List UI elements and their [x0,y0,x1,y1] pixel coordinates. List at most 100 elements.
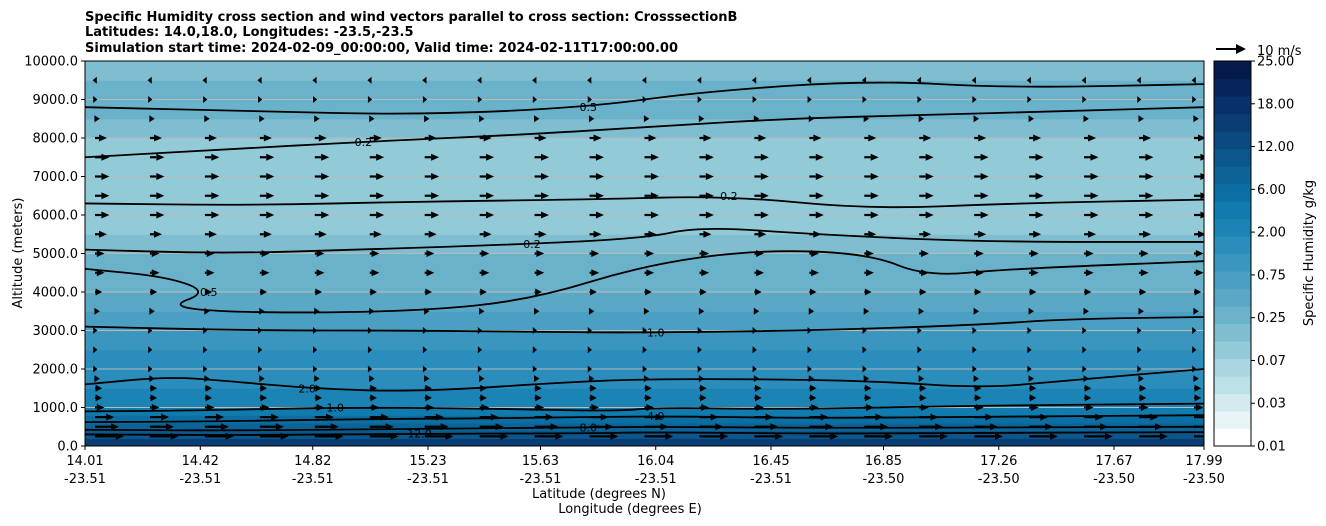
y-axis: 0.0 1000.0 2000.0 3000.0 4000.0 5000.0 6000.0 7… [24,55,85,455]
wind-vector [1139,250,1149,257]
wind-vector [95,211,110,219]
wind-vector [1084,192,1099,200]
wind-vector [204,307,210,315]
wind-vector [807,365,812,373]
wind-vector [1028,115,1034,123]
contour-label: 0.5 [580,101,598,114]
wind-vector [204,134,217,142]
wind-vector [864,230,877,238]
wind-vector [919,269,929,277]
wind-vector [1084,269,1094,277]
title-line-2: Latitudes: 14.0,18.0, Longitudes: -23.5,… [85,25,414,40]
wind-vector [477,96,483,103]
wind-vector [642,365,647,373]
wind-vector [1027,365,1032,373]
wind-vector [93,365,98,373]
wind-vector [642,76,647,84]
wind-vector [974,230,987,238]
y-tick-label: 0.0 [57,440,78,455]
wind-vector [259,384,268,392]
contours: 12.08.04.01.02.01.00.50.20.20.20.5 [85,81,1204,441]
wind-vector [643,307,650,315]
wind-vector [644,173,659,180]
wind-vector [1027,327,1032,334]
wind-vector [149,153,165,161]
wind-vector [972,96,977,103]
wind-vector [699,394,707,402]
wind-vector [974,404,984,411]
wind-vector [809,230,822,238]
wind-vector [919,173,934,180]
wind-vector [204,288,213,296]
wind-vector [589,288,597,296]
wind-vector [588,115,595,123]
wind-vector [479,423,504,431]
wind-vector [1029,211,1044,219]
wind-vector [424,173,440,180]
wind-vector [697,346,702,354]
wind-vector [532,365,537,373]
x-tick-label-lat: 14.42 [182,454,219,469]
wind-vector [1084,230,1097,238]
humidity-band [85,349,1204,370]
wind-vector [1026,76,1031,84]
wind-vector [807,327,812,334]
wind-vector [752,346,757,354]
wind-vector [754,423,779,431]
wind-vector [808,375,815,383]
colorbar-swatch [1214,96,1251,115]
wind-vector [95,134,107,142]
wind-vector [314,250,325,257]
wind-vector [1194,134,1204,142]
wind-vector [479,375,485,383]
x-tick-label-lat: 14.01 [66,454,103,469]
wind-vector [864,134,877,142]
wind-vector [314,404,325,411]
x-tick-label-lon: -23.51 [407,472,449,487]
colorbar-tick-label: 6.00 [1257,183,1286,198]
x-tick-label-lon: -23.50 [1183,472,1225,487]
wind-vector [974,413,994,421]
contour-line [85,402,1204,413]
wind-vector [642,96,647,103]
wind-vector [864,404,874,411]
wind-vector [314,134,327,142]
colorbar-label: Specific Humidity g/kg [1302,180,1317,326]
wind-vector [974,153,989,161]
wind-vector [699,288,707,296]
wind-vector [642,346,647,354]
wind-vector [809,423,834,431]
wind-vector [314,307,320,315]
wind-vector [643,115,650,123]
colorbar-swatch [1214,183,1251,202]
y-tick-label: 4000.0 [33,286,79,301]
contour-label: 1.0 [647,326,665,339]
wind-vector [424,288,432,296]
colorbar-tick-label: 2.00 [1257,226,1286,241]
wind-vector [754,211,769,219]
contour-label: 0.2 [720,190,738,203]
wind-vector [1083,375,1089,383]
wind-vector [1029,153,1044,161]
wind-vector [589,211,604,219]
wind-vector [644,423,669,431]
wind-vector [973,307,979,315]
wind-vector [314,394,322,402]
wind-vector [919,384,927,392]
wind-vector [203,96,208,103]
wind-vector [259,173,275,180]
wind-vector [534,394,542,402]
wind-vector [479,115,485,123]
wind-vector [94,115,100,123]
wind-vector [699,173,714,180]
wind-vector [204,394,213,402]
wind-vector [1139,423,1164,431]
contour-label: 2.0 [298,382,316,395]
wind-vector [644,413,664,421]
wind-vector [479,211,495,219]
y-tick-label: 1000.0 [33,401,79,416]
wind-vector [697,96,702,103]
wind-vector [919,230,932,238]
wind-vector [1194,173,1204,180]
wind-vector [422,365,428,373]
